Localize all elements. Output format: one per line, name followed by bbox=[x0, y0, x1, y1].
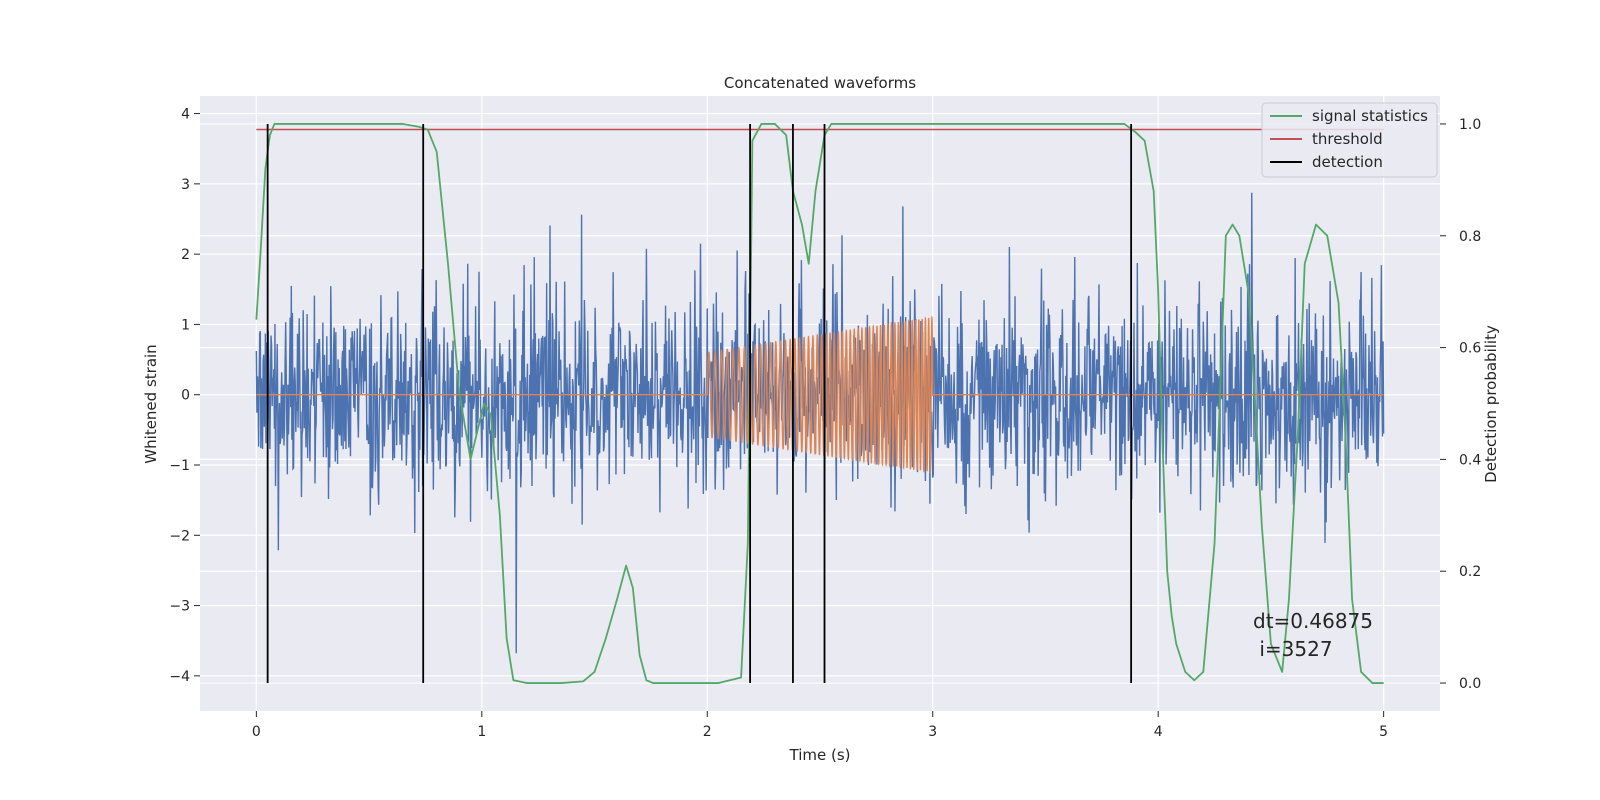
y2-tick-label: 0.6 bbox=[1459, 341, 1481, 357]
series-layer bbox=[255, 123, 1385, 684]
axes: 0 1 2 3 4 5 −4 −3 −2 −1 0 1 2 3 4 0.0 0.2 0.4 0.6 0.8 1.0 bbox=[169, 107, 1481, 740]
chart-title: Concatenated waveforms bbox=[724, 74, 916, 92]
y-tick-label: −4 bbox=[169, 669, 190, 685]
series-signal-statistics bbox=[255, 123, 1384, 684]
y-tick-label: 4 bbox=[181, 107, 190, 123]
y-tick-label: −1 bbox=[169, 458, 190, 474]
y2-tick-label: 1.0 bbox=[1459, 117, 1481, 133]
annotation-dt: dt=0.46875 bbox=[1253, 609, 1373, 633]
y-tick-label: 1 bbox=[181, 317, 190, 333]
legend: signal statistics threshold detection bbox=[1261, 102, 1438, 178]
legend-label-detection: detection bbox=[1312, 153, 1383, 171]
y-tick-label: −3 bbox=[169, 599, 190, 615]
y-tick-label: 2 bbox=[181, 247, 190, 263]
x-tick-label: 4 bbox=[1154, 724, 1163, 740]
y2-tick-label: 0.0 bbox=[1459, 676, 1481, 692]
x-tick-label: 2 bbox=[703, 724, 712, 740]
legend-label-signal-statistics: signal statistics bbox=[1312, 107, 1428, 125]
x-tick-label: 5 bbox=[1379, 724, 1388, 740]
y-tick-label: 0 bbox=[181, 388, 190, 404]
legend-box bbox=[1261, 102, 1438, 178]
series-injected-signal bbox=[256, 315, 1384, 475]
legend-label-threshold: threshold bbox=[1312, 130, 1383, 148]
x-tick-label: 1 bbox=[477, 724, 486, 740]
y2-axis-label: Detection probability bbox=[1482, 325, 1500, 483]
y-tick-label: −2 bbox=[169, 528, 190, 544]
y-axis-label: Whitened strain bbox=[142, 344, 160, 463]
y-tick-label: 3 bbox=[181, 177, 190, 193]
x-axis-label: Time (s) bbox=[789, 746, 851, 764]
series-whitened-strain bbox=[255, 192, 1385, 654]
x-tick-label: 0 bbox=[252, 724, 261, 740]
x-tick-label: 3 bbox=[928, 724, 937, 740]
annotation-index: i=3527 bbox=[1253, 637, 1333, 661]
y2-tick-label: 0.8 bbox=[1459, 229, 1481, 245]
y2-tick-label: 0.4 bbox=[1459, 452, 1481, 468]
y2-tick-label: 0.2 bbox=[1459, 564, 1481, 580]
